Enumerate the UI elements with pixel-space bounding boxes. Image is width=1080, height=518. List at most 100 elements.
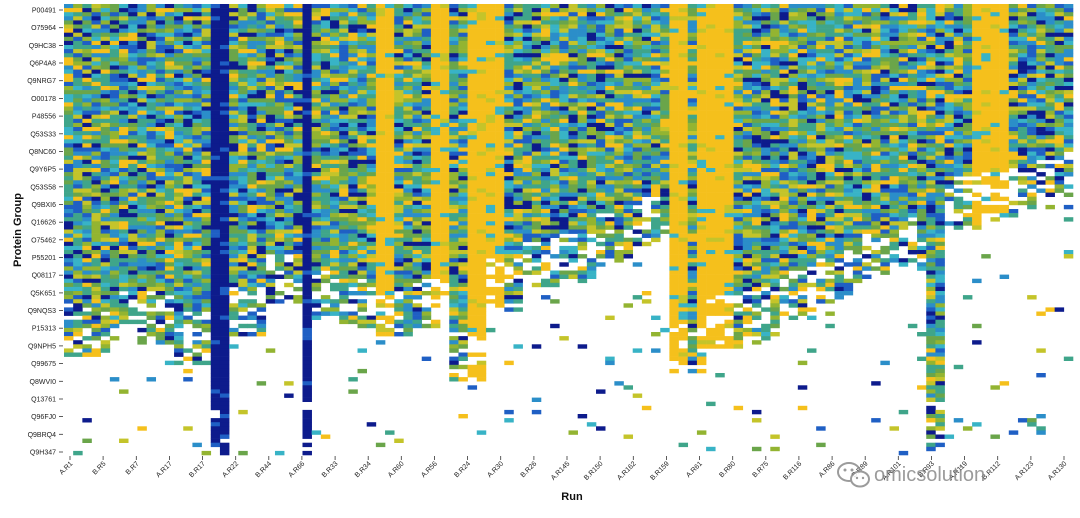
heatmap-cell [155,49,166,54]
heatmap-cell [375,32,386,38]
heatmap-cell [339,45,349,50]
heatmap-cell [183,98,193,103]
heatmap-cell [366,151,377,156]
heatmap-cell [339,286,349,292]
heatmap-cell [568,32,578,38]
heatmap-cell [449,155,459,161]
heatmap-cell [238,245,248,251]
heatmap-cell [210,139,221,144]
heatmap-cell [274,168,285,173]
heatmap-cell [623,254,634,259]
heatmap-cell [302,122,312,128]
heatmap-cell [164,262,175,267]
heatmap-cell [91,225,101,230]
heatmap-cell [394,274,404,279]
heatmap-cell [394,81,404,87]
heatmap-cell [605,40,615,46]
heatmap-cell [164,28,175,33]
heatmap-cell [577,36,588,42]
heatmap-cell [293,77,303,83]
heatmap-cell [504,209,514,214]
heatmap-cell [522,159,533,165]
heatmap-cell [357,106,367,111]
heatmap-cell [183,315,193,320]
heatmap-cell [522,143,533,148]
heatmap-cell [357,147,367,152]
heatmap-cell [375,303,386,308]
heatmap-cell [586,270,597,275]
heatmap-cell [540,229,551,234]
heatmap-cell [403,86,413,91]
heatmap-cell [586,168,597,173]
heatmap-cell [311,266,322,271]
heatmap-cell [109,32,120,38]
heatmap-cell [458,143,468,148]
heatmap-cell [485,4,496,9]
heatmap-cell [522,4,533,9]
heatmap-cell [174,49,184,54]
heatmap-cell [623,188,634,193]
heatmap-cell [394,110,404,115]
heatmap-cell [293,258,303,263]
heatmap-cell [164,188,175,193]
heatmap-cell [421,262,432,267]
heatmap-cell [210,118,221,124]
heatmap-cell [109,323,120,329]
heatmap-cell [485,188,496,193]
heatmap-cell [100,254,111,259]
heatmap-cell [210,61,221,66]
heatmap-cell [302,282,312,288]
heatmap-cell [495,217,505,222]
heatmap-cell [504,286,514,292]
heatmap-cell [476,184,487,189]
heatmap-cell [366,53,377,58]
heatmap-cell [146,311,157,316]
heatmap-cell [302,225,312,230]
heatmap-cell [256,180,267,185]
heatmap-cell [128,221,138,226]
heatmap-cell [641,168,652,173]
heatmap-cell [522,53,533,58]
heatmap-cell [485,196,496,202]
heatmap-cell [284,24,294,29]
heatmap-cell [119,225,129,230]
heatmap-cell [366,110,377,115]
heatmap-cell [201,147,212,152]
heatmap-cell [128,163,138,169]
heatmap-cell [357,73,367,79]
heatmap-cell [311,163,322,169]
heatmap-cell [247,127,257,132]
heatmap-cell [623,200,634,206]
heatmap-cell [476,45,487,50]
heatmap-cell [293,250,303,255]
heatmap-cell [504,159,514,165]
heatmap-cell [485,168,496,173]
heatmap-cell [430,20,441,25]
heatmap-cell [513,229,523,234]
heatmap-cell [302,266,312,271]
heatmap-cell [210,184,221,189]
heatmap-cell [568,274,578,279]
heatmap-cell [476,73,487,79]
heatmap-cell [476,168,487,173]
heatmap-cell [73,176,83,181]
heatmap-cell [458,28,468,33]
heatmap-cell [394,57,404,62]
heatmap-cell [219,266,230,271]
heatmap-cell [146,262,157,267]
heatmap-cell [357,213,367,218]
heatmap-cell [256,53,267,58]
heatmap-cell [219,397,230,402]
heatmap-cell [210,303,221,308]
heatmap-cell [596,135,606,140]
heatmap-cell [403,106,413,111]
heatmap-cell [238,45,248,50]
heatmap-cell [265,221,276,226]
heatmap-cell [531,40,542,46]
heatmap-cell [412,16,423,21]
heatmap-cell [201,237,212,243]
heatmap-cell [247,24,257,29]
heatmap-cell [330,118,340,124]
heatmap-cell [449,77,459,83]
heatmap-cell [403,151,413,156]
